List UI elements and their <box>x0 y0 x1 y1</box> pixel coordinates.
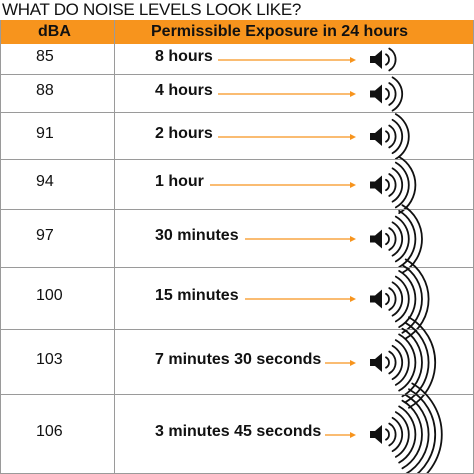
table-row: 94 1 hour <box>0 155 474 215</box>
row-divider <box>0 159 474 160</box>
page-title: WHAT DO NOISE LEVELS LOOK LIKE? <box>2 0 302 19</box>
header-exposure: Permissible Exposure in 24 hours <box>151 23 408 40</box>
row-divider <box>0 267 474 268</box>
speaker-icon <box>370 47 397 72</box>
column-divider <box>114 20 115 474</box>
dba-value: 91 <box>36 124 54 142</box>
speaker-icon <box>370 258 430 340</box>
row-divider <box>0 74 474 75</box>
arrow-icon <box>325 359 356 366</box>
dba-value: 88 <box>36 82 54 99</box>
speaker-icon <box>370 155 417 215</box>
speaker-icon <box>370 382 443 474</box>
table-row: 88 4 hours <box>0 75 474 113</box>
table-row: 85 8 hours <box>0 44 474 75</box>
arrow-icon <box>218 56 356 63</box>
arrow-icon <box>218 133 356 140</box>
speaker-icon <box>370 76 404 112</box>
arrow-icon <box>245 296 356 302</box>
exposure-value: 4 hours <box>155 82 213 99</box>
arrow-icon <box>245 236 356 242</box>
exposure-value: 30 minutes <box>155 227 239 244</box>
row-divider <box>0 329 474 330</box>
table-row: 97 30 minutes <box>0 204 474 274</box>
column-divider <box>0 20 1 474</box>
table-row: 103 7 minutes 30 seconds <box>0 316 474 409</box>
dba-value: 97 <box>36 227 54 244</box>
table-row: 100 15 minutes <box>0 258 474 340</box>
exposure-value: 3 minutes 45 seconds <box>155 422 322 440</box>
row-divider <box>0 394 474 395</box>
dba-value: 100 <box>36 287 63 304</box>
speaker-icon <box>370 204 423 274</box>
exposure-value: 8 hours <box>155 47 213 65</box>
dba-value: 106 <box>36 422 63 440</box>
exposure-value: 7 minutes 30 seconds <box>155 350 322 368</box>
speaker-icon <box>370 113 410 160</box>
exposure-value: 2 hours <box>155 124 213 142</box>
table-row: 106 3 minutes 45 seconds <box>0 382 474 474</box>
header-dba: dBA <box>38 23 71 40</box>
speaker-icon <box>370 316 437 409</box>
dba-value: 94 <box>36 173 54 190</box>
dba-value: 103 <box>36 350 63 368</box>
row-divider <box>0 112 474 113</box>
arrow-icon <box>210 182 356 188</box>
table-header: dBA Permissible Exposure in 24 hours <box>0 20 474 44</box>
arrow-icon <box>325 431 356 438</box>
exposure-value: 15 minutes <box>155 287 239 304</box>
dba-value: 85 <box>36 47 54 65</box>
table-row: 91 2 hours <box>0 113 474 160</box>
arrow-icon <box>218 91 356 97</box>
exposure-value: 1 hour <box>155 173 204 190</box>
row-divider <box>0 209 474 210</box>
